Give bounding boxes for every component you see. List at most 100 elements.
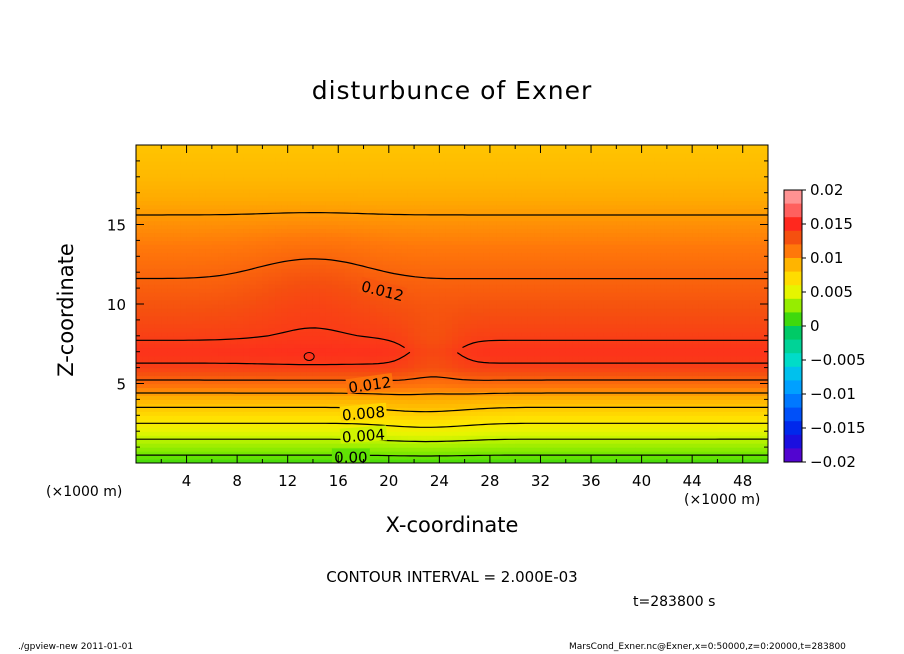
field-cell [414, 435, 421, 440]
field-cell [306, 232, 314, 238]
field-cell [420, 315, 428, 321]
field-cell [237, 371, 245, 377]
field-cell [218, 300, 226, 305]
field-cell [382, 236, 390, 241]
field-cell [407, 288, 415, 293]
field-cell [420, 383, 428, 389]
field-cell [369, 443, 377, 448]
field-cell [224, 180, 232, 186]
field-cell [477, 355, 485, 361]
field-cell [407, 455, 415, 460]
field-cell [439, 152, 447, 158]
field-cell [319, 272, 327, 277]
field-cell [483, 236, 491, 241]
field-cell [376, 355, 384, 361]
field-cell [445, 292, 453, 297]
field-cell [142, 403, 150, 408]
field-cell [306, 383, 314, 389]
field-cell [211, 244, 219, 249]
field-cell [407, 264, 415, 269]
field-cell [281, 399, 289, 404]
field-cell [357, 224, 365, 230]
field-cell [192, 244, 200, 249]
field-cell [426, 188, 434, 194]
field-cell [502, 236, 510, 241]
field-cell [433, 300, 440, 305]
field-cell [369, 268, 377, 273]
field-cell [376, 260, 384, 265]
field-cell [426, 311, 434, 317]
field-cell [218, 288, 226, 293]
field-cell [502, 252, 510, 257]
field-cell [281, 319, 289, 325]
field-cell [268, 232, 276, 238]
field-cell [515, 208, 523, 214]
field-cell [515, 156, 523, 162]
field-cell [439, 451, 447, 456]
field-cell [344, 244, 352, 249]
field-cell [230, 272, 238, 277]
field-cell [489, 252, 497, 257]
field-cell [350, 152, 358, 158]
field-cell [508, 204, 516, 210]
field-cell [483, 339, 491, 345]
field-cell [433, 419, 440, 424]
field-cell [483, 435, 491, 440]
field-cell [357, 220, 365, 226]
field-cell [312, 423, 320, 428]
field-cell [458, 196, 466, 202]
field-cell [262, 379, 270, 385]
field-cell [249, 156, 257, 162]
field-cell [483, 307, 491, 313]
field-cell [319, 371, 327, 377]
field-cell [306, 427, 314, 432]
field-cell [287, 188, 295, 194]
field-cell [325, 156, 333, 162]
field-cell [237, 399, 245, 404]
field-cell [281, 264, 289, 269]
field-cell [230, 367, 238, 373]
field-cell [161, 435, 169, 440]
field-cell [161, 164, 169, 170]
field-cell [230, 355, 238, 361]
field-cell [211, 304, 219, 309]
field-cell [331, 435, 339, 440]
field-cell [331, 212, 339, 218]
field-cell [180, 347, 188, 353]
field-cell [312, 168, 320, 174]
field-cell [464, 236, 472, 241]
field-cell [483, 371, 491, 377]
field-cell [464, 252, 472, 257]
field-cell [243, 164, 251, 170]
field-cell [502, 423, 510, 428]
field-cell [148, 315, 156, 321]
field-cell [401, 343, 409, 349]
field-cell [205, 455, 213, 460]
field-cell [502, 327, 510, 333]
field-cell [426, 407, 434, 412]
field-cell [502, 331, 510, 337]
field-cell [350, 145, 358, 150]
field-cell [489, 339, 497, 345]
field-cell [344, 304, 352, 309]
field-cell [319, 455, 327, 460]
field-cell [300, 188, 308, 194]
field-cell [338, 387, 346, 393]
field-cell [287, 192, 295, 198]
field-cell [161, 415, 169, 420]
field-cell [395, 363, 403, 369]
field-cell [312, 236, 320, 241]
field-cell [249, 331, 257, 337]
field-cell [420, 192, 428, 198]
field-cell [357, 156, 365, 162]
field-cell [249, 335, 257, 341]
field-cell [433, 379, 440, 385]
field-cell [237, 395, 245, 401]
field-cell [338, 240, 346, 245]
field-cell [173, 451, 181, 456]
field-cell [350, 160, 358, 166]
field-cell [167, 196, 175, 202]
field-cell [325, 391, 333, 397]
field-cell [136, 431, 143, 436]
field-cell [148, 176, 156, 182]
